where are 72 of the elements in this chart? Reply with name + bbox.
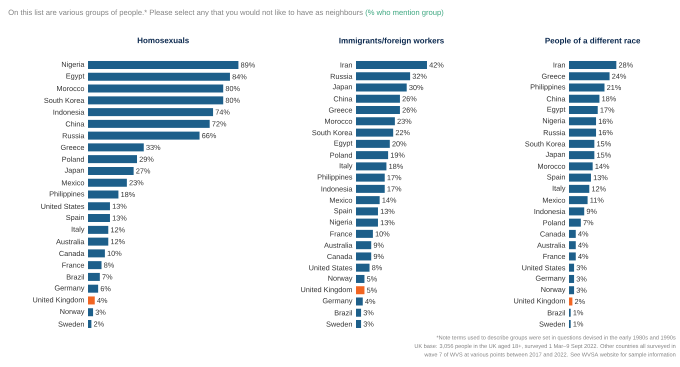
bar: [88, 238, 108, 246]
bar: [356, 286, 364, 294]
bar: [88, 261, 102, 270]
bar: [88, 296, 95, 304]
bar: [88, 155, 138, 164]
bar: [356, 117, 395, 126]
chart-title: Homosexuals: [138, 37, 189, 44]
bar: [88, 178, 127, 187]
bar: [356, 94, 400, 103]
bar: [88, 308, 94, 316]
bar: [569, 264, 574, 272]
bar: [88, 72, 230, 81]
bar: [356, 230, 373, 238]
bar: [569, 207, 584, 216]
bar: [356, 72, 410, 80]
bar: [569, 184, 590, 193]
bar: [88, 202, 110, 210]
bar: [356, 184, 385, 193]
bar: [88, 249, 105, 258]
bar: [88, 61, 238, 69]
bar: [569, 174, 591, 182]
bar: [356, 151, 388, 160]
bar: [569, 252, 576, 260]
bar: [88, 320, 92, 328]
bar: [88, 166, 134, 175]
bar: [88, 226, 108, 234]
bar: [569, 117, 596, 126]
bar: [569, 297, 572, 306]
bar: [356, 162, 386, 170]
bar: [569, 218, 581, 227]
bar: [88, 214, 110, 222]
bar: [88, 190, 118, 199]
bar: [569, 128, 596, 137]
bar: [569, 241, 576, 250]
bar: [88, 96, 224, 104]
bar: [356, 297, 363, 306]
bar: [356, 274, 364, 283]
bar: [569, 286, 574, 294]
bar: [88, 120, 210, 128]
bar: [356, 61, 427, 69]
bar: [356, 84, 407, 92]
bar: [356, 140, 390, 148]
bar: [88, 272, 100, 281]
bar: [356, 264, 370, 272]
bar: [356, 207, 378, 216]
bar: [569, 274, 574, 283]
bar: [88, 84, 224, 93]
bar: [569, 94, 600, 103]
bar: [569, 162, 593, 170]
chart-title: People of a different race: [545, 38, 640, 46]
bar: [569, 140, 594, 148]
bar: [88, 284, 98, 293]
bar: [356, 106, 400, 114]
bar: [356, 218, 378, 227]
bar: [356, 241, 372, 250]
chart-title: Immigrants/foreign workers: [339, 38, 444, 46]
bar: [569, 151, 594, 160]
bar: [356, 174, 385, 182]
bar: [88, 132, 200, 140]
bar: [569, 61, 616, 69]
bar: [569, 230, 576, 238]
bar: [356, 320, 362, 328]
bar: [569, 84, 604, 92]
bar: [356, 252, 372, 260]
bar: [88, 143, 144, 152]
bar: [569, 72, 610, 80]
bar: [356, 308, 362, 317]
bar: [356, 128, 394, 137]
bar: [356, 196, 380, 204]
bar: [569, 106, 598, 114]
bar: [569, 196, 588, 204]
bar: [88, 108, 214, 116]
